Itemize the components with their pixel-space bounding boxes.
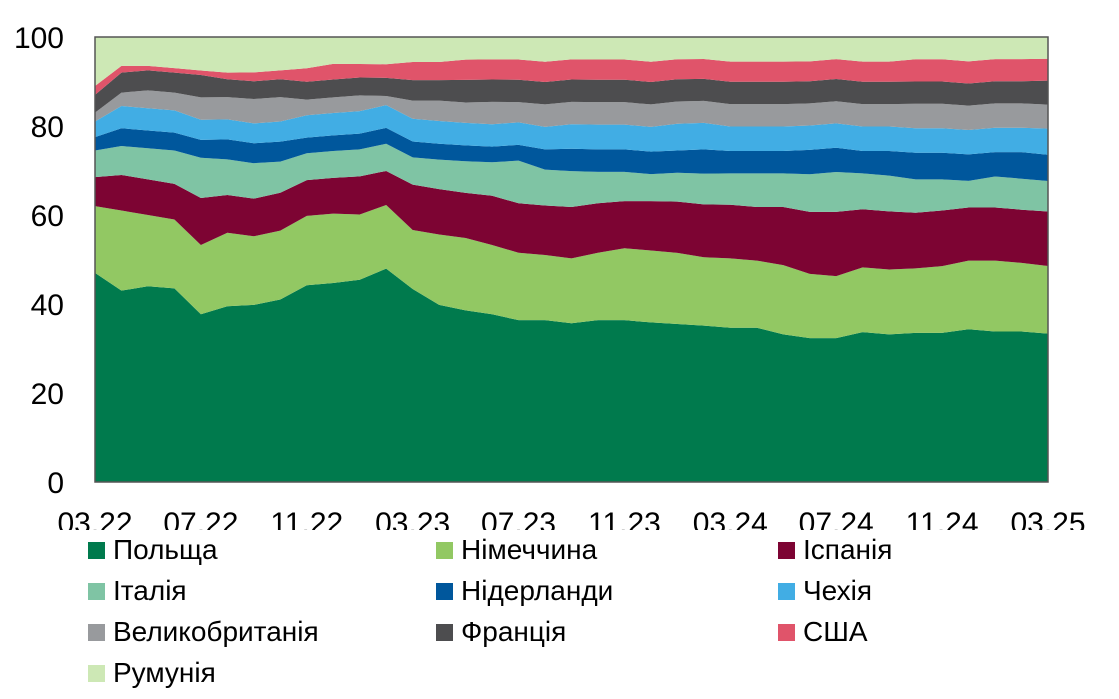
legend-item: Франція [436, 612, 566, 652]
legend-swatch [778, 541, 795, 559]
legend-label: Нідерланди [461, 575, 614, 606]
legend-swatch [88, 541, 105, 559]
legend-label: Іспанія [803, 534, 893, 565]
plot-frame [94, 36, 1049, 483]
x-tick-label: 03.25 [1010, 507, 1085, 530]
x-axis-tick-labels: 03.22 07.22 11.22 03.23 07.23 11.23 03.24 07.24… [57, 507, 1085, 530]
x-tick-label: 07.24 [799, 507, 874, 530]
legend-item: Іспанія [778, 530, 892, 570]
legend-item: США [778, 612, 868, 652]
legend-swatch [436, 541, 453, 559]
y-tick-label: 40 [31, 289, 64, 322]
legend-swatch [778, 623, 795, 641]
y-tick-label: 0 [47, 467, 64, 500]
legend-swatch [436, 582, 453, 600]
area-series-8 [95, 70, 1048, 113]
y-tick-label: 20 [31, 378, 64, 411]
area-series-2 [95, 205, 1048, 339]
legend-label: США [803, 616, 868, 647]
area-series-6 [95, 105, 1048, 155]
y-tick-label: 80 [31, 111, 64, 144]
y-tick-label: 100 [14, 22, 64, 55]
legend-item: Великобританія [88, 612, 319, 652]
legend-label: Румунія [113, 657, 216, 688]
legend-swatch [88, 664, 105, 682]
legend-label: Франція [461, 616, 567, 647]
legend-swatch [88, 582, 105, 600]
x-tick-label: 03.23 [375, 507, 450, 530]
legend-label: Італія [113, 575, 187, 606]
legend-swatch [88, 623, 105, 641]
legend-item: Німеччина [436, 530, 597, 570]
x-tick-label: 11.23 [588, 507, 661, 530]
x-tick-label: 11.22 [270, 507, 343, 530]
legend-label: Німеччина [461, 534, 598, 565]
legend-item: Чехія [778, 571, 872, 611]
y-tick-label: 60 [31, 200, 64, 233]
legend-swatch [778, 582, 795, 600]
area-series-group [95, 37, 1048, 482]
area-series-3 [95, 170, 1048, 277]
legend-item: Румунія [88, 653, 216, 693]
area-series-9 [95, 58, 1048, 95]
area-series-10 [95, 37, 1048, 86]
x-tick-label: 03.24 [693, 507, 768, 530]
stacked-area-chart: 0 20 40 60 80 100 03.22 07.22 11.22 03.23 07.23 11… [14, 22, 1086, 530]
x-tick-label: 07.23 [481, 507, 556, 530]
area-series-4 [95, 143, 1048, 213]
legend-item: Нідерланди [436, 571, 613, 611]
legend-label: Чехія [803, 575, 873, 606]
area-series-7 [95, 90, 1048, 130]
legend-label: Польща [113, 534, 218, 565]
area-series-5 [95, 127, 1048, 181]
legend-item: Польща [88, 530, 218, 570]
area-series-1 [95, 268, 1048, 482]
legend-item: Італія [88, 571, 187, 611]
y-axis-tick-labels: 0 20 40 60 80 100 [14, 22, 64, 500]
legend-swatch [436, 623, 453, 641]
x-tick-label: 03.22 [57, 507, 132, 530]
x-tick-label: 11.24 [906, 507, 979, 530]
x-tick-label: 07.22 [163, 507, 238, 530]
legend-label: Великобританія [113, 616, 319, 647]
